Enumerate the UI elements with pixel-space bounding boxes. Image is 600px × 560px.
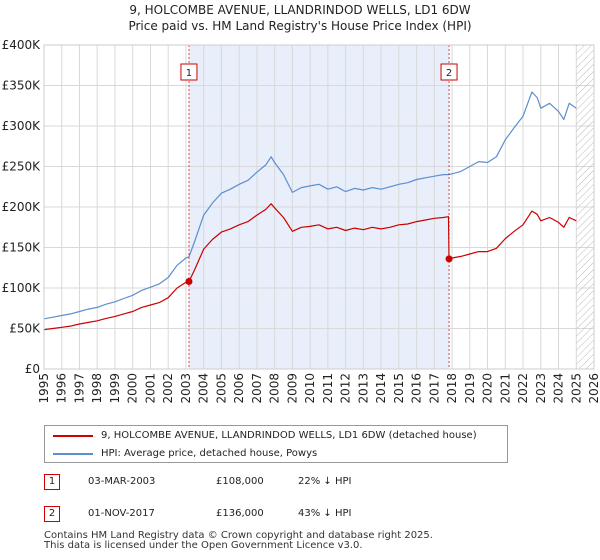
sale-date: 03-MAR-2003	[88, 476, 156, 487]
x-tick-label: 1999	[108, 373, 122, 404]
x-tick-label: 2009	[285, 373, 299, 404]
x-tick-label: 1998	[90, 373, 104, 404]
sales-table: 1 03-MAR-2003 £108,000 22% ↓ HPI 2 01-NO…	[44, 470, 564, 534]
x-tick-label: 2001	[143, 373, 157, 404]
x-tick-label: 2023	[534, 373, 548, 404]
sale-label-box	[180, 63, 198, 81]
x-tick-label: 2000	[126, 373, 140, 404]
sale-hpi-diff: 22% ↓ HPI	[298, 476, 352, 487]
future-hatch	[576, 45, 594, 369]
x-tick-label: 2003	[179, 373, 193, 404]
x-tick-label: 2008	[268, 373, 282, 404]
x-tick-label: 1995	[37, 373, 51, 404]
x-tick-label: 2021	[498, 373, 512, 404]
sale-label: 1	[186, 68, 192, 79]
legend-item-hpi: HPI: Average price, detached house, Powy…	[45, 445, 507, 463]
legend: 9, HOLCOMBE AVENUE, LLANDRINDOD WELLS, L…	[44, 425, 508, 463]
x-tick-label: 2011	[321, 373, 335, 404]
x-tick-label: 2013	[356, 373, 370, 404]
x-tick-label: 2026	[587, 373, 600, 404]
x-tick-label: 2004	[197, 373, 211, 404]
x-tick-label: 2012	[339, 373, 353, 404]
x-tick-label: 2002	[161, 373, 175, 404]
sale-hpi-diff: 43% ↓ HPI	[298, 508, 352, 519]
y-tick-label: £200K	[2, 200, 42, 214]
sale-date: 01-NOV-2017	[88, 508, 155, 519]
sale-price: £136,000	[216, 508, 264, 519]
x-tick-label: 2010	[303, 373, 317, 404]
legend-item-property: 9, HOLCOMBE AVENUE, LLANDRINDOD WELLS, L…	[45, 427, 507, 445]
x-tick-label: 2016	[410, 373, 424, 404]
property-line	[43, 203, 577, 331]
x-tick-label: 2017	[427, 373, 441, 404]
plot-border	[43, 44, 595, 370]
sale-dot	[185, 278, 193, 286]
y-tick-label: £350K	[2, 79, 42, 93]
sale-label-box	[440, 63, 458, 81]
x-tick-label: 2020	[481, 373, 495, 404]
y-tick-label: £50K	[9, 322, 41, 336]
sale-badge: 1	[44, 474, 60, 490]
sale-label: 2	[446, 68, 452, 79]
sale-row: 2 01-NOV-2017 £136,000 43% ↓ HPI	[44, 502, 564, 534]
chart-title-line2: Price paid vs. HM Land Registry's House …	[128, 19, 472, 33]
x-tick-label: 2006	[232, 373, 246, 404]
legend-swatch-hpi	[53, 453, 93, 455]
y-tick-label: £250K	[2, 160, 42, 174]
x-tick-label: 2018	[445, 373, 459, 404]
x-tick-label: 2019	[463, 373, 477, 404]
footer: Contains HM Land Registry data © Crown c…	[44, 531, 433, 551]
footer-line1: Contains HM Land Registry data © Crown c…	[44, 530, 433, 541]
x-tick-label: 2015	[392, 373, 406, 404]
chart-title-line1: 9, HOLCOMBE AVENUE, LLANDRINDOD WELLS, L…	[129, 3, 471, 17]
y-tick-label: £0	[25, 362, 40, 376]
sale-dot	[445, 255, 453, 263]
x-tick-label: 2025	[569, 373, 583, 404]
price-chart: 1 2 £0 £50K £100K £150K £200K £250K £300K £350K £…	[2, 38, 600, 404]
sale-badge: 2	[44, 506, 60, 522]
x-tick-label: 1996	[55, 373, 69, 404]
sale-price: £108,000	[216, 476, 264, 487]
legend-swatch-property	[53, 435, 93, 437]
sale-row: 1 03-MAR-2003 £108,000 22% ↓ HPI	[44, 470, 564, 502]
x-tick-label: 1997	[72, 373, 86, 404]
x-tick-label: 2014	[374, 373, 388, 404]
y-tick-label: £150K	[2, 241, 42, 255]
footer-line2: This data is licensed under the Open Gov…	[44, 540, 363, 551]
y-tick-label: £300K	[2, 119, 42, 133]
x-tick-label: 2022	[516, 373, 530, 404]
legend-label-hpi: HPI: Average price, detached house, Powy…	[101, 448, 318, 459]
hpi-line	[43, 91, 577, 320]
x-tick-label: 2005	[214, 373, 228, 404]
legend-label-property: 9, HOLCOMBE AVENUE, LLANDRINDOD WELLS, L…	[101, 430, 477, 441]
x-tick-label: 2007	[250, 373, 264, 404]
x-tick-label: 2024	[552, 373, 566, 404]
y-tick-label: £100K	[2, 281, 42, 295]
y-tick-label: £400K	[2, 38, 42, 52]
